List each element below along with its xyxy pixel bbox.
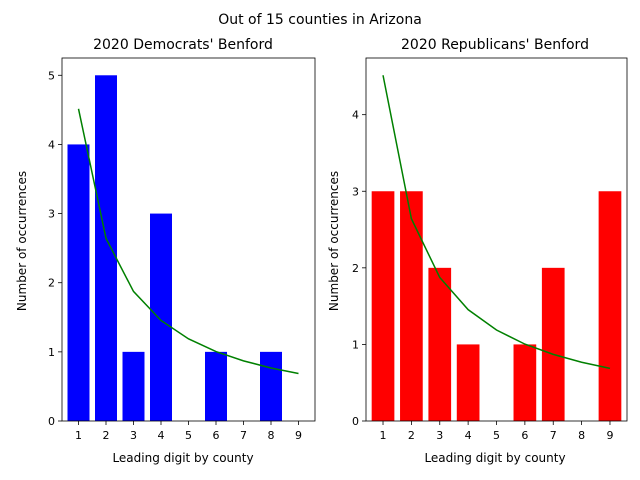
bar-6 <box>513 344 537 421</box>
x-tick-label: 8 <box>268 429 275 442</box>
y-tick-label: 3 <box>352 185 359 198</box>
x-tick-label: 1 <box>380 429 387 442</box>
bar-3 <box>428 267 452 421</box>
y-tick-label: 2 <box>352 262 359 275</box>
benford-expected-line <box>77 108 299 375</box>
bar-4 <box>150 213 172 421</box>
x-tick-label: 7 <box>240 429 247 442</box>
bar-1 <box>371 191 395 421</box>
x-tick-label: 9 <box>295 429 302 442</box>
y-tick-label: 2 <box>48 277 55 290</box>
x-tick-label: 4 <box>158 429 165 442</box>
y-axis-label: Number of occurrences <box>15 171 29 311</box>
bar-2 <box>95 75 117 422</box>
chart-title: 2020 Democrats' Benford <box>93 37 273 53</box>
bar-9 <box>598 191 622 421</box>
bar-6 <box>205 351 227 421</box>
x-tick-label: 1 <box>75 429 82 442</box>
x-axis-label: Leading digit by county <box>112 451 253 465</box>
figure-suptitle: Out of 15 counties in Arizona <box>218 12 422 28</box>
x-tick-label: 5 <box>185 429 192 442</box>
benford-expected-line <box>382 75 611 370</box>
x-tick-label: 9 <box>606 429 613 442</box>
bar-3 <box>122 351 145 421</box>
y-tick-label: 4 <box>48 138 55 151</box>
y-tick-label: 1 <box>48 346 55 359</box>
y-tick-label: 3 <box>48 208 55 221</box>
bar-2 <box>400 191 423 421</box>
chart-title: 2020 Republicans' Benford <box>401 37 589 53</box>
y-tick-label: 5 <box>48 69 55 82</box>
x-tick-label: 4 <box>465 429 472 442</box>
x-tick-label: 2 <box>408 429 415 442</box>
bar-8 <box>260 351 282 421</box>
x-tick-label: 3 <box>130 429 137 442</box>
x-tick-label: 2 <box>103 429 110 442</box>
x-tick-label: 5 <box>493 429 500 442</box>
x-axis-label: Leading digit by county <box>424 451 565 465</box>
bar-4 <box>456 344 480 421</box>
bar-7 <box>541 267 565 421</box>
chart-panel-republicans: 2020 Republicans' Benford Number of occu… <box>327 37 628 465</box>
x-tick-label: 7 <box>550 429 557 442</box>
y-tick-label: 1 <box>352 338 359 351</box>
y-axis-label: Number of occurrences <box>327 171 341 311</box>
x-tick-label: 6 <box>521 429 528 442</box>
x-tick-label: 6 <box>213 429 220 442</box>
x-tick-label: 8 <box>578 429 585 442</box>
bar-1 <box>67 144 90 421</box>
y-tick-label: 0 <box>352 415 359 428</box>
y-tick-label: 0 <box>48 415 55 428</box>
y-tick-label: 4 <box>352 109 359 122</box>
chart-panel-democrats: 2020 Democrats' Benford Number of occurr… <box>15 37 316 465</box>
x-tick-label: 3 <box>436 429 443 442</box>
